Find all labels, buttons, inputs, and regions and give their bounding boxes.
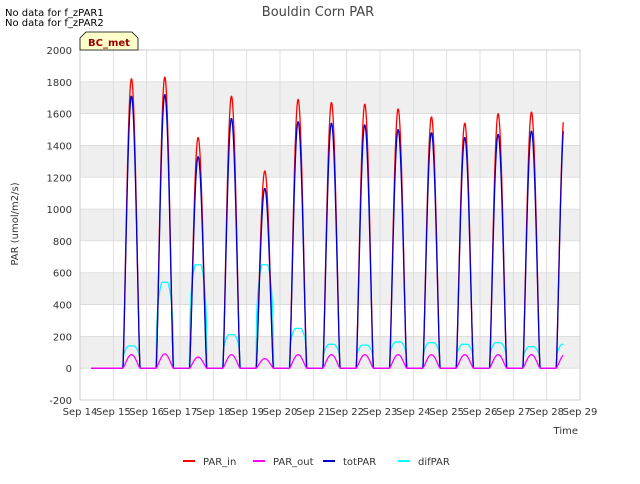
- legend-label-difPAR: difPAR: [418, 457, 450, 468]
- x-tick-label: Sep 16: [129, 407, 164, 418]
- x-tick-label: Sep 20: [263, 407, 298, 418]
- x-tick-label: Sep 18: [196, 407, 231, 418]
- x-tick-label: Sep 21: [296, 407, 331, 418]
- y-tick-label: 1200: [47, 173, 72, 184]
- y-tick-label: 1400: [47, 141, 72, 152]
- y-tick-label: 1000: [47, 205, 72, 216]
- y-tick-label: 1600: [47, 110, 72, 121]
- x-tick-label: Sep 29: [563, 407, 598, 418]
- x-tick-label: Sep 17: [163, 407, 198, 418]
- y-axis-label: PAR (umol/m2/s): [10, 182, 21, 265]
- x-tick-label: Sep 27: [496, 407, 531, 418]
- no-data-message-2: No data for f_zPAR2: [5, 18, 104, 29]
- legend-item-PAR_in: PAR_in: [183, 457, 236, 468]
- legend-item-totPAR: totPAR: [323, 457, 376, 468]
- x-tick-label: Sep 22: [329, 407, 364, 418]
- legend: PAR_in PAR_out totPAR difPAR: [183, 457, 450, 468]
- y-tick-label: -200: [49, 396, 72, 407]
- band-1200: [80, 145, 580, 177]
- x-tick-label: Sep 19: [229, 407, 264, 418]
- x-tick-label: Sep 15: [96, 407, 131, 418]
- y-tick-label: 1800: [47, 78, 72, 89]
- band-0: [80, 336, 580, 368]
- legend-item-PAR_out: PAR_out: [253, 457, 314, 468]
- legend-label-totPAR: totPAR: [343, 457, 376, 468]
- y-tick-label: 200: [53, 332, 72, 343]
- x-tick-label: Sep 25: [429, 407, 464, 418]
- y-tick-label: 800: [53, 237, 72, 248]
- legend-label-PAR_out: PAR_out: [273, 457, 314, 468]
- y-tick-label: 400: [53, 301, 72, 312]
- x-tick-label: Sep 23: [363, 407, 398, 418]
- x-tick-label: Sep 24: [396, 407, 431, 418]
- x-tick-label: Sep 28: [529, 407, 564, 418]
- legend-label-PAR_in: PAR_in: [203, 457, 236, 468]
- band-800: [80, 209, 580, 241]
- y-tick-label: 2000: [47, 46, 72, 57]
- y-tick-label: 0: [66, 364, 72, 375]
- y-tick-label: 600: [53, 269, 72, 280]
- x-tick-label: Sep 26: [463, 407, 498, 418]
- chart-title: Bouldin Corn PAR: [262, 5, 374, 20]
- badge-text: BC_met: [88, 38, 130, 49]
- legend-item-difPAR: difPAR: [398, 457, 450, 468]
- x-axis-label: Time: [553, 426, 578, 437]
- site-badge: BC_met: [80, 32, 138, 50]
- x-tick-label: Sep 14: [63, 407, 98, 418]
